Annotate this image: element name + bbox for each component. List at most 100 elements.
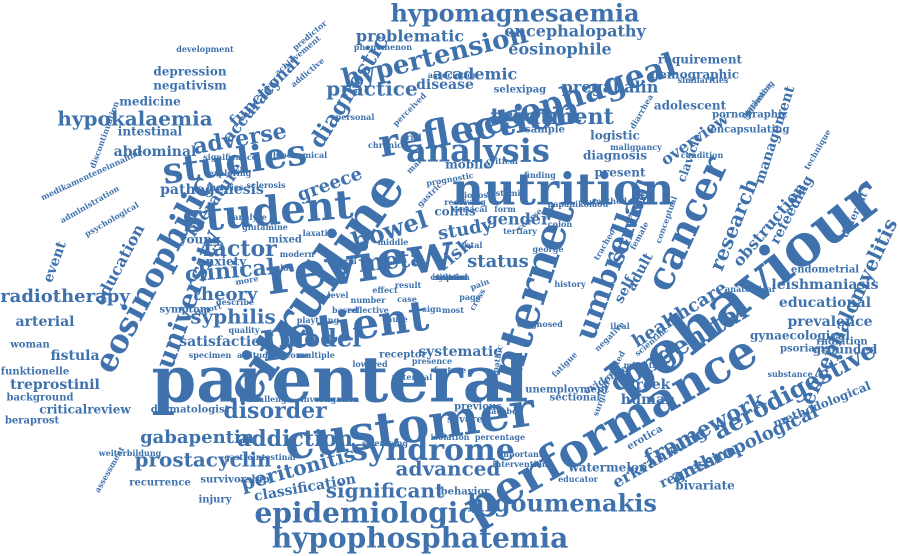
word-syndrome: syndrome (351, 433, 515, 468)
word-hypomagnesaemia: hypomagnesaemia (390, 0, 639, 28)
word-depression: depression (153, 65, 226, 79)
word-sclerosis: sclerosis (246, 180, 286, 190)
word-mixed: mixed (268, 235, 302, 246)
word-sectional: sectional (550, 393, 601, 404)
word-personal: personal (336, 112, 375, 122)
word-fatigue: fatigue (549, 349, 579, 379)
word-attitude: attitude (237, 350, 273, 360)
word-diopost: diopost (458, 190, 491, 200)
word-important: important (497, 449, 542, 459)
word-requirement: requirement (658, 53, 743, 67)
word-diarrhea: diarrhea (627, 92, 655, 130)
word-theory: theory (193, 284, 258, 305)
word-modern: modern (280, 249, 315, 259)
word-association: association (428, 70, 479, 80)
word-severe: severe (447, 415, 483, 426)
word-george: george (533, 244, 564, 254)
word-unemployment: unemployment (525, 385, 609, 396)
word-placebo: placebo (483, 406, 518, 416)
word-describe: describe (216, 297, 254, 307)
word-satisfaction: satisfaction (179, 334, 271, 350)
word-arterial: arterial (16, 314, 75, 330)
word-psoriasis: psoriasis (780, 344, 830, 355)
word-young: young (179, 233, 221, 247)
word-critical: critical (486, 156, 518, 166)
word-negativism: negativism (153, 79, 227, 93)
word-receiving: receiving (444, 197, 486, 207)
word-technique: technique (802, 128, 833, 172)
word-leishmaniasis: leishmaniasis (771, 277, 878, 293)
word-nutrition: nutrition (452, 165, 675, 216)
word-significant: significant (326, 479, 445, 503)
word-similarities: similarities (678, 75, 729, 85)
word-system: system (435, 272, 466, 282)
word-radiotherapy: radiotherapy (0, 286, 130, 307)
word-significance: significance (203, 152, 257, 162)
word-educational: educational (779, 295, 871, 311)
word-analysis: analysis (406, 132, 550, 170)
word-cervical: cervical (453, 204, 488, 214)
word-survivorship: survivorship (200, 475, 269, 486)
word-colitis: colitis (434, 205, 476, 219)
word-reflective: reflective (347, 305, 389, 315)
word-gender: gender (487, 210, 550, 229)
word-encapsulating: encapsulating (710, 125, 789, 136)
word-meta: meta (357, 242, 427, 278)
word-specimen: specimen (189, 350, 232, 360)
word-based: based (332, 305, 358, 315)
word-receptor: receptor (379, 350, 427, 361)
word-intervention: intervention (492, 459, 547, 469)
word-advanced: advanced (396, 457, 501, 481)
word-analyse: analyse (233, 212, 266, 222)
word-background: background (7, 393, 74, 404)
word-syphilis: syphilis (190, 305, 275, 329)
word-darm: darm (333, 256, 357, 266)
word-colon: colon (548, 219, 573, 229)
word-problematic: problematic (356, 27, 465, 46)
word-dermatologist: dermatologist (151, 405, 230, 416)
word-sample: sample (525, 125, 565, 136)
word-number: number (351, 295, 387, 305)
word-logistic: logistic (590, 129, 640, 143)
word-multiple: multiple (297, 350, 335, 360)
word-trial: trial (402, 132, 421, 142)
word-most: most (442, 305, 464, 315)
word-development: development (176, 44, 234, 54)
word-present: present (594, 166, 645, 180)
word-percentage: percentage (475, 432, 525, 442)
word-symptom: symptom (160, 305, 211, 316)
word-anxiety: anxiety (198, 255, 247, 269)
word-mimetic: mimetic (624, 360, 661, 370)
word-behavior: behavior (441, 487, 490, 498)
word-endometrial: endometrial (791, 265, 859, 276)
word-plaything: plaything (297, 315, 340, 325)
word-challenge: challenge (248, 394, 292, 404)
word-case: case (397, 294, 417, 304)
word-more: more (235, 273, 259, 287)
word-human: human (621, 392, 675, 408)
word-prostacyclin: prostacyclin (134, 448, 271, 472)
word-history: history (554, 279, 586, 289)
word-gynaecological: gynaecological (750, 329, 850, 343)
word-middle: middle (378, 237, 409, 247)
word-model: model (279, 324, 362, 353)
word-papanikolaou: papanikolaou (548, 199, 609, 209)
word-effect: effect (372, 285, 398, 295)
word-practice: practice (326, 77, 417, 101)
word-biochemical: biochemical (273, 150, 327, 160)
word-adolescent: adolescent (654, 99, 727, 113)
word-total: total (462, 240, 483, 250)
word-pathogenesis: pathogenesis (160, 182, 264, 198)
word-kalon: kalon (270, 263, 295, 273)
word-prevalence: prevalence (787, 314, 872, 330)
word-gastrointestinal: gastrointestinal (224, 452, 295, 462)
word-encephalopathy: encephalopathy (504, 22, 646, 41)
word-malignancy: malignancy (610, 142, 662, 152)
word-form: form (494, 204, 516, 214)
word-woman: woman (9, 340, 50, 351)
word-academic: academic (433, 65, 518, 84)
word-treprostinil: treprostinil (10, 377, 100, 393)
word-gabapentin: gabapentin (140, 427, 254, 448)
word-result: result (395, 280, 422, 290)
word-greek: greek (626, 377, 671, 393)
